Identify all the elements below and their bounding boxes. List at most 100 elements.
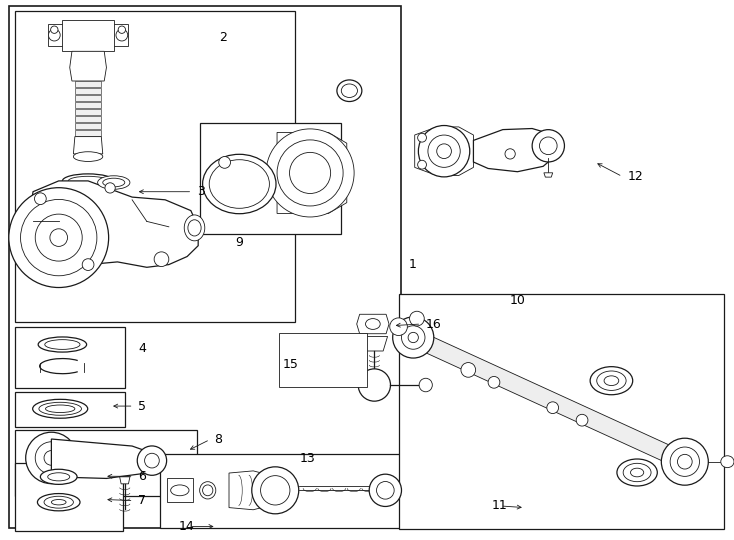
Circle shape [300,204,312,215]
Circle shape [418,160,426,169]
Ellipse shape [590,367,633,395]
Text: 4: 4 [138,342,146,355]
Text: 15: 15 [283,358,299,371]
Ellipse shape [721,456,734,468]
Polygon shape [415,127,473,176]
Circle shape [428,135,460,167]
Circle shape [277,140,343,206]
Circle shape [261,476,290,505]
Circle shape [116,29,128,41]
Ellipse shape [46,405,75,413]
Circle shape [118,26,126,33]
Polygon shape [73,137,103,154]
Bar [399,294,724,529]
Circle shape [51,26,58,33]
Polygon shape [75,102,101,108]
Ellipse shape [48,473,70,481]
Circle shape [488,376,500,388]
Ellipse shape [203,154,276,214]
Circle shape [410,311,424,326]
Text: 13: 13 [299,453,315,465]
Circle shape [35,442,68,474]
Text: 7: 7 [138,494,146,507]
Polygon shape [75,95,101,101]
Circle shape [532,130,564,162]
Bar [15,430,197,496]
Circle shape [105,183,115,193]
Polygon shape [75,130,101,136]
Circle shape [44,450,59,465]
Ellipse shape [203,485,213,496]
Circle shape [437,144,451,159]
Bar [160,454,404,528]
Bar [9,6,401,528]
Ellipse shape [98,176,130,189]
Circle shape [661,438,708,485]
Circle shape [677,454,692,469]
Circle shape [26,432,77,484]
Ellipse shape [103,178,125,187]
Polygon shape [407,330,691,469]
Polygon shape [75,88,101,94]
Ellipse shape [209,160,269,208]
Circle shape [300,130,312,142]
Ellipse shape [73,152,103,161]
Polygon shape [75,81,101,87]
Bar [200,123,341,234]
Polygon shape [62,20,114,51]
Bar [15,327,125,388]
Circle shape [408,332,418,343]
Polygon shape [120,477,130,484]
Bar [279,333,367,387]
Polygon shape [357,314,389,334]
Polygon shape [75,109,101,115]
Ellipse shape [45,340,80,349]
Text: 9: 9 [235,236,243,249]
Ellipse shape [623,463,651,482]
Ellipse shape [44,496,73,508]
Circle shape [336,149,346,159]
Circle shape [154,252,169,267]
Polygon shape [361,336,388,351]
Text: 6: 6 [138,470,146,483]
Ellipse shape [419,378,432,392]
Text: 1: 1 [409,258,417,271]
Bar [15,11,295,322]
Ellipse shape [38,337,87,352]
Circle shape [21,199,97,276]
Polygon shape [167,478,193,502]
Ellipse shape [597,371,626,390]
Ellipse shape [604,376,619,386]
Circle shape [670,447,700,476]
Circle shape [219,157,230,168]
Polygon shape [48,24,128,46]
Circle shape [461,362,476,377]
Circle shape [547,402,559,414]
Ellipse shape [337,80,362,102]
Ellipse shape [631,468,644,477]
Text: 3: 3 [197,185,205,198]
Text: 5: 5 [138,400,146,413]
Circle shape [369,474,401,507]
Polygon shape [70,51,106,81]
Text: 10: 10 [510,294,526,307]
Ellipse shape [40,469,77,484]
Polygon shape [75,123,101,129]
Circle shape [539,137,557,154]
Circle shape [336,187,346,197]
Ellipse shape [68,176,108,185]
Text: 14: 14 [178,520,194,533]
Text: 2: 2 [219,31,227,44]
Ellipse shape [200,482,216,499]
Circle shape [393,317,434,358]
Circle shape [35,214,82,261]
Circle shape [418,133,426,142]
Ellipse shape [188,220,201,236]
Bar [15,463,123,531]
Circle shape [48,29,60,41]
Ellipse shape [170,485,189,496]
Circle shape [576,414,588,426]
Circle shape [401,326,425,349]
Text: 16: 16 [426,318,441,330]
Ellipse shape [366,319,380,329]
